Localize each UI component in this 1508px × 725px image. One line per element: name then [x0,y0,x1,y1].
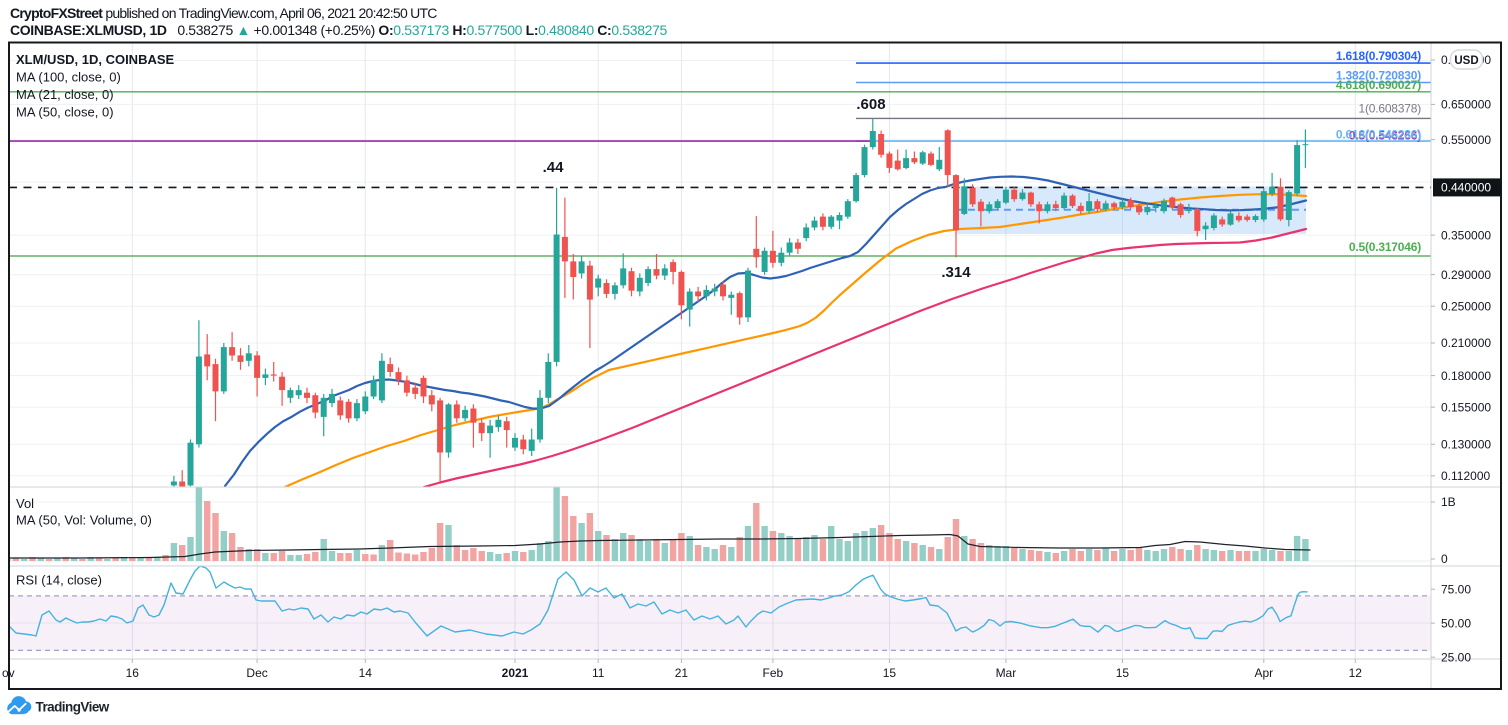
svg-text:Dec: Dec [246,666,267,680]
svg-text:Mar: Mar [996,666,1017,680]
svg-text:0.155000: 0.155000 [1441,400,1491,414]
svg-text:1.382(0.720830): 1.382(0.720830) [1336,69,1421,83]
svg-text:1.618(0.790304): 1.618(0.790304) [1336,49,1421,63]
svg-text:.608: .608 [856,96,885,113]
svg-text:0.210000: 0.210000 [1441,336,1491,350]
svg-text:0.618(0.546286): 0.618(0.546286) [1336,128,1421,142]
svg-text:1(0.608378): 1(0.608378) [1358,102,1421,116]
svg-text:14: 14 [359,666,373,680]
svg-text:50.00: 50.00 [1441,616,1471,630]
svg-text:2021: 2021 [502,666,529,680]
svg-text:11: 11 [592,666,605,680]
svg-text:0.5(0.317046): 0.5(0.317046) [1349,240,1421,254]
svg-text:0.350000: 0.350000 [1441,228,1491,242]
svg-text:12: 12 [1349,666,1363,680]
svg-text:.44: .44 [543,159,565,176]
svg-text:0.290000: 0.290000 [1441,268,1491,282]
svg-text:0.130000: 0.130000 [1441,438,1491,452]
svg-text:MA (100, close, 0): MA (100, close, 0) [16,69,121,84]
svg-text:USD: USD [1454,55,1478,67]
svg-text:MA (21, close, 0): MA (21, close, 0) [16,87,114,102]
svg-text:16: 16 [126,666,140,680]
svg-text:15: 15 [1116,666,1130,680]
svg-text:75.00: 75.00 [1441,582,1471,596]
svg-text:Feb: Feb [763,666,784,680]
svg-text:0: 0 [1441,552,1448,566]
svg-text:MA (50, close, 0): MA (50, close, 0) [16,104,114,119]
svg-text:0.440000: 0.440000 [1441,181,1491,195]
svg-text:.314: .314 [941,264,971,281]
svg-text:MA (50, Vol: Volume, 0): MA (50, Vol: Volume, 0) [16,513,152,528]
svg-text:0.5(0.546266): 0.5(0.546266) [1349,129,1421,143]
svg-text:25.00: 25.00 [1441,650,1471,664]
svg-text:0.650000: 0.650000 [1441,98,1491,112]
svg-text:1B: 1B [1441,495,1456,509]
svg-text:TradingView: TradingView [36,700,110,715]
svg-text:0.550000: 0.550000 [1441,133,1491,147]
svg-text:Apr: Apr [1254,666,1273,680]
svg-text:ov: ov [2,666,15,680]
svg-text:Vol: Vol [16,496,34,511]
svg-text:15: 15 [883,666,897,680]
svg-text:4.618(0.690027): 4.618(0.690027) [1336,78,1421,92]
svg-text:XLM/USD, 1D, COINBASE: XLM/USD, 1D, COINBASE [16,52,175,67]
svg-text:0.250000: 0.250000 [1441,299,1491,313]
svg-text:RSI (14, close): RSI (14, close) [16,573,102,588]
svg-text:0.112000: 0.112000 [1441,469,1490,483]
svg-text:21: 21 [675,666,689,680]
svg-text:0.180000: 0.180000 [1441,369,1491,383]
